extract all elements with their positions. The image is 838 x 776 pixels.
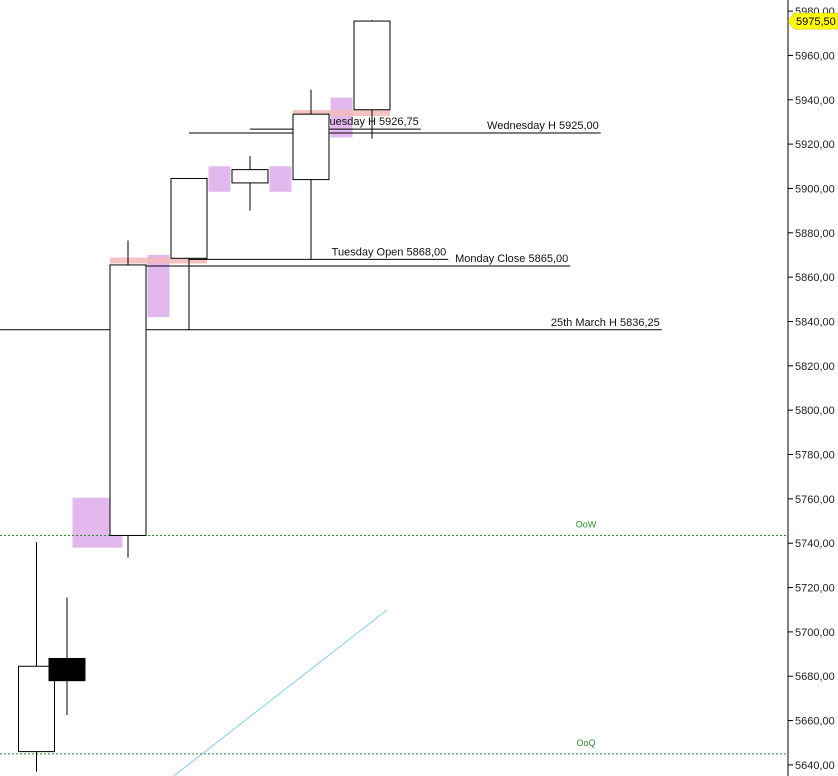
candle-body-6 bbox=[353, 20, 391, 111]
candles-layer bbox=[18, 19, 391, 772]
candle-body-4 bbox=[231, 169, 269, 184]
highlight-band-1 bbox=[293, 110, 390, 117]
level-label-3: Monday Close 5865,00 bbox=[455, 253, 568, 265]
y-tick-label-0: 5640,00 bbox=[795, 760, 835, 772]
level-label-1: Wednesday H 5925,00 bbox=[487, 120, 599, 132]
y-tick-label-14: 5920,00 bbox=[795, 139, 835, 151]
level-label-4: 25th March H 5836,25 bbox=[551, 317, 660, 329]
green-lines-layer: OoW OoQ bbox=[0, 519, 788, 755]
shaded-box-3 bbox=[269, 166, 292, 192]
level-lines-layer: Tuesday H 5926,75 Wednesday H 5925,00 Tues… bbox=[0, 116, 662, 331]
green-label-1: OoQ bbox=[576, 738, 595, 748]
y-tick-label-12: 5880,00 bbox=[795, 228, 835, 240]
y-tick-label-16: 5960,00 bbox=[795, 50, 835, 62]
y-tick-label-6: 5760,00 bbox=[795, 494, 835, 506]
y-tick-label-1: 5660,00 bbox=[795, 716, 835, 728]
candle-body-3 bbox=[170, 177, 208, 259]
price-axis[interactable]: 5640,00 5660,00 5680,00 5700,00 5720,00 5740,… bbox=[787, 0, 838, 776]
y-tick-label-11: 5860,00 bbox=[795, 272, 835, 284]
y-tick-label-5: 5740,00 bbox=[795, 538, 835, 550]
y-tick-label-2: 5680,00 bbox=[795, 671, 835, 683]
current-price-tag bbox=[787, 12, 838, 30]
y-tick-label-4: 5720,00 bbox=[795, 583, 835, 595]
y-tick-label-7: 5780,00 bbox=[795, 450, 835, 462]
highlight-band-0 bbox=[110, 257, 207, 264]
green-label-0: OoW bbox=[576, 519, 597, 529]
y-tick-label-13: 5900,00 bbox=[795, 183, 835, 195]
current-price-label: 5975,50 bbox=[796, 16, 836, 28]
candle-body-1 bbox=[48, 657, 86, 682]
y-tick-label-10: 5840,00 bbox=[795, 316, 835, 328]
level-label-0: Tuesday H 5926,75 bbox=[323, 116, 419, 128]
y-tick-label-15: 5940,00 bbox=[795, 95, 835, 107]
y-tick-label-9: 5820,00 bbox=[795, 361, 835, 373]
y-tick-label-8: 5800,00 bbox=[795, 405, 835, 417]
trendline bbox=[173, 609, 388, 776]
level-label-2: Tuesday Open 5868,00 bbox=[332, 246, 447, 258]
shaded-box-2 bbox=[208, 166, 231, 192]
candle-body-5 bbox=[292, 113, 330, 181]
shaded-box-1 bbox=[147, 254, 170, 318]
highlight-bands-layer bbox=[110, 110, 390, 264]
shaded-box-4 bbox=[330, 97, 353, 138]
candle-body-2 bbox=[109, 264, 147, 536]
trendline-layer bbox=[173, 609, 388, 776]
y-tick-label-3: 5700,00 bbox=[795, 627, 835, 639]
